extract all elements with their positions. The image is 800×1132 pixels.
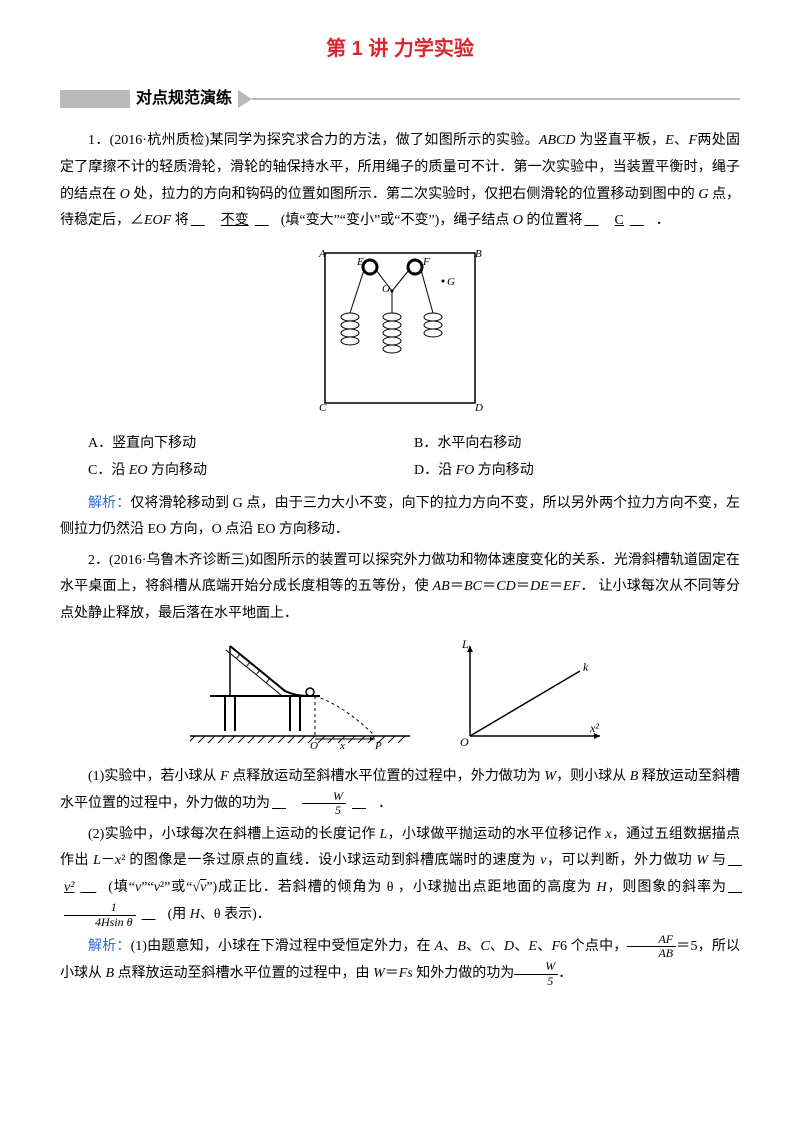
svg-text:F: F: [422, 256, 430, 268]
q1-blank2: C: [610, 213, 627, 228]
svg-text:x²: x²: [589, 721, 599, 735]
svg-text:O: O: [460, 735, 469, 749]
svg-text:D: D: [474, 402, 483, 413]
svg-text:O: O: [310, 740, 318, 752]
q1-blank1: 不变: [217, 213, 253, 228]
q1-s7: (填“变大”“变小”或“不变”)，绳子结点: [281, 213, 513, 228]
q2-part1: (1)实验中，若小球从 F 点释放运动至斜槽水平位置的过程中，外力做功为 W，则…: [60, 764, 740, 818]
option-b: B．水平向右移动: [414, 431, 740, 458]
section-bar: 对点规范演练: [60, 84, 740, 114]
section-bar-label: 对点规范演练: [130, 84, 238, 114]
q1-blank-lead2: [582, 213, 610, 228]
svg-text:L: L: [461, 637, 469, 651]
svg-text:E: E: [356, 256, 364, 268]
ramp-diagram: O x P: [190, 636, 410, 756]
q2-analysis: 解析：(1)由题意知，小球在下滑过程中受恒定外力，在 A、B、C、D、E、F6 …: [60, 933, 740, 988]
q1-stem: 1．(2016·杭州质检)某同学为探究求合力的方法，做了如图所示的实验。ABCD…: [60, 128, 740, 234]
analysis-label-2: 解析：: [88, 939, 131, 954]
svg-text:B: B: [475, 248, 482, 260]
svg-text:x: x: [339, 740, 345, 752]
q1-s9: ．: [656, 213, 670, 228]
option-d: D．沿 FO 方向移动: [414, 458, 740, 485]
svg-text:P: P: [374, 740, 382, 752]
lk-graph: L k x² O: [450, 636, 610, 756]
pulley-diagram: A B C D E F G O: [315, 243, 485, 413]
svg-text:O: O: [382, 283, 390, 295]
option-c: C．沿 EO 方向移动: [88, 458, 414, 485]
q1-analysis: 解析：仅将滑轮移动到 G 点，由于三力大小不变，向下的拉力方向不变，所以另外两个…: [60, 491, 740, 544]
svg-text:G: G: [447, 276, 455, 288]
q1-blank-tail2: [628, 213, 656, 228]
bar-right: [252, 98, 740, 100]
svg-text:A: A: [318, 248, 326, 260]
q1-s6: 将: [171, 213, 189, 228]
q1-blank-lead1: [189, 213, 217, 228]
svg-text:k: k: [583, 660, 589, 674]
option-a: A．竖直向下移动: [88, 431, 414, 458]
q1-s4: 处，拉力的方向和钩码的位置如图所示．第二次实验时，仅把右侧滑轮的位置移动到图中的: [130, 187, 699, 202]
figure-2: O x P L k x² O: [60, 636, 740, 756]
bar-left: [60, 90, 130, 108]
q1-s1: 1．(2016·杭州质检)某同学为探究求合力的方法，做了如图所示的实验。: [88, 133, 539, 148]
svg-text:C: C: [319, 402, 327, 413]
q1-blank-tail1: [253, 213, 281, 228]
q1-s2: 为竖直平板，: [576, 133, 666, 148]
q2-stem: 2．(2016·乌鲁木齐诊断三)如图所示的装置可以探究外力做功和物体速度变化的关…: [60, 548, 740, 628]
q1-s8: 的位置将: [523, 213, 583, 228]
bar-arrow-icon: [238, 90, 252, 108]
figure-1: A B C D E F G O: [60, 243, 740, 424]
analysis-label: 解析：: [88, 496, 130, 511]
q2-part2: (2)实验中，小球每次在斜槽上运动的长度记作 L，小球做平抛运动的水平位移记作 …: [60, 822, 740, 929]
page-title: 第 1 讲 力学实验: [60, 30, 740, 68]
q1-analysis-text: 仅将滑轮移动到 G 点，由于三力大小不变，向下的拉力方向不变，所以另外两个拉力方…: [60, 496, 740, 538]
q1-options: A．竖直向下移动 B．水平向右移动 C．沿 EO 方向移动 D．沿 FO 方向移…: [88, 431, 740, 484]
